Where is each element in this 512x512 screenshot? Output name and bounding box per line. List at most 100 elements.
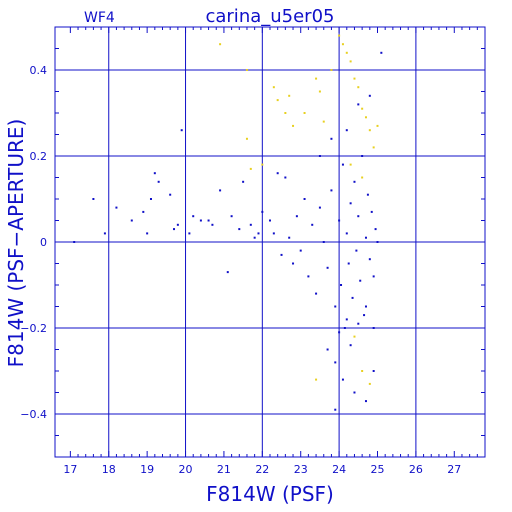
data-point-secondary bbox=[245, 137, 248, 140]
data-point bbox=[103, 232, 106, 235]
data-point bbox=[153, 172, 156, 175]
data-point bbox=[330, 137, 333, 140]
data-point bbox=[364, 236, 367, 239]
y-tick-label: −0.4 bbox=[20, 408, 47, 421]
data-point-secondary bbox=[361, 107, 364, 110]
data-point bbox=[372, 275, 375, 278]
data-point-secondary bbox=[318, 90, 321, 93]
data-point bbox=[192, 215, 195, 218]
data-point bbox=[257, 232, 260, 235]
data-point bbox=[188, 232, 191, 235]
data-point bbox=[376, 241, 379, 243]
data-point bbox=[341, 378, 344, 381]
data-point bbox=[355, 249, 358, 252]
data-point bbox=[226, 271, 229, 274]
data-point bbox=[253, 236, 256, 239]
data-point bbox=[238, 228, 241, 231]
data-point-secondary bbox=[322, 120, 325, 123]
data-point-secondary bbox=[349, 60, 352, 63]
data-point-secondary bbox=[261, 163, 264, 166]
chip-label: WF4 bbox=[84, 10, 115, 26]
data-point-secondary bbox=[376, 124, 379, 127]
grid-lines bbox=[55, 27, 485, 457]
data-point bbox=[364, 400, 367, 403]
data-point-secondary bbox=[372, 146, 375, 149]
x-tick-label: 20 bbox=[179, 463, 193, 476]
data-point bbox=[334, 408, 337, 411]
data-point-secondary bbox=[341, 43, 344, 46]
y-tick-label: 0 bbox=[40, 236, 47, 249]
data-point bbox=[207, 219, 210, 222]
data-point bbox=[261, 210, 264, 213]
data-point bbox=[311, 223, 314, 226]
x-tick-label: 26 bbox=[409, 463, 423, 476]
data-point bbox=[269, 219, 271, 222]
data-point bbox=[374, 228, 377, 231]
x-tick-label: 19 bbox=[140, 463, 154, 476]
data-point-secondary bbox=[315, 378, 318, 381]
data-point bbox=[242, 180, 245, 183]
data-point bbox=[357, 103, 360, 106]
data-point-secondary bbox=[364, 116, 367, 119]
data-point bbox=[303, 198, 306, 200]
data-point bbox=[364, 305, 367, 308]
data-point bbox=[176, 223, 179, 226]
data-point bbox=[211, 223, 214, 226]
data-point bbox=[353, 180, 356, 183]
data-point-secondary bbox=[357, 86, 360, 89]
data-point-secondary bbox=[330, 69, 333, 71]
data-point-secondary bbox=[353, 77, 356, 80]
x-tick-label: 23 bbox=[294, 463, 308, 476]
data-point bbox=[341, 163, 344, 166]
data-point-secondary bbox=[292, 124, 295, 127]
x-tick-label: 21 bbox=[217, 463, 231, 476]
chart-title: carina_u5er05 bbox=[205, 6, 334, 27]
data-point bbox=[326, 266, 329, 269]
data-point bbox=[157, 180, 160, 183]
data-point bbox=[340, 284, 343, 286]
data-point bbox=[368, 94, 371, 97]
data-point bbox=[380, 51, 383, 54]
y-tick-label: −0.2 bbox=[20, 322, 47, 335]
data-point bbox=[130, 219, 133, 222]
data-point bbox=[372, 327, 375, 329]
data-point bbox=[272, 232, 275, 235]
data-point bbox=[288, 236, 291, 239]
data-point bbox=[180, 129, 183, 132]
data-point bbox=[284, 176, 287, 179]
data-point bbox=[330, 189, 333, 192]
data-point-secondary bbox=[284, 112, 287, 114]
data-point bbox=[345, 318, 348, 321]
data-point-secondary bbox=[361, 370, 364, 372]
x-tick-labels: 17 18 19 20 21 22 23 24 25 26 27 bbox=[63, 463, 461, 476]
data-point bbox=[345, 232, 348, 235]
data-point-secondary bbox=[276, 99, 279, 102]
data-point bbox=[299, 249, 302, 252]
data-point bbox=[199, 219, 202, 222]
x-axis-label: F814W (PSF) bbox=[206, 482, 334, 506]
data-point-secondary bbox=[303, 112, 306, 114]
data-point bbox=[359, 279, 362, 282]
data-point bbox=[347, 262, 350, 265]
data-point bbox=[338, 219, 341, 222]
data-point bbox=[338, 331, 341, 334]
data-point bbox=[372, 370, 375, 372]
data-point bbox=[92, 198, 95, 200]
y-tick-label: 0.2 bbox=[30, 150, 48, 163]
x-tick-label: 24 bbox=[332, 463, 346, 476]
data-point bbox=[115, 206, 118, 209]
tick-marks bbox=[55, 26, 485, 458]
data-point-secondary bbox=[315, 77, 318, 80]
data-point bbox=[357, 215, 360, 218]
data-point bbox=[363, 314, 366, 317]
data-point-secondary bbox=[349, 163, 352, 166]
data-point-secondary bbox=[368, 382, 371, 385]
data-point bbox=[146, 232, 149, 235]
data-point bbox=[315, 292, 318, 295]
data-point-secondary bbox=[219, 43, 222, 46]
data-point bbox=[318, 155, 321, 157]
data-point bbox=[149, 198, 152, 200]
x-tick-label: 18 bbox=[102, 463, 116, 476]
data-point bbox=[318, 206, 321, 209]
